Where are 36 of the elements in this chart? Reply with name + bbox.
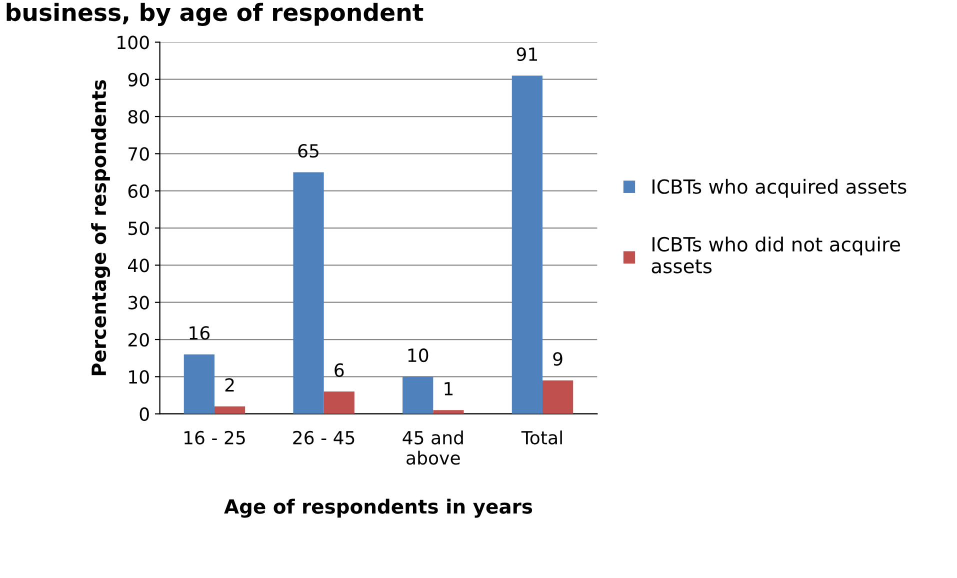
y-tick-label: 40 bbox=[128, 258, 149, 272]
y-tick-label: 50 bbox=[128, 221, 149, 236]
data-label: 6 bbox=[334, 363, 344, 377]
y-tick-label: 100 bbox=[118, 36, 149, 50]
data-label: 9 bbox=[553, 352, 562, 366]
y-tick-label: 10 bbox=[129, 370, 149, 384]
y-tick-label: 80 bbox=[128, 110, 149, 124]
y-tick-label: 0 bbox=[140, 407, 149, 421]
bar bbox=[184, 354, 214, 414]
data-label: 10 bbox=[408, 348, 428, 362]
data-label: 91 bbox=[516, 47, 538, 62]
y-tick-label: 90 bbox=[128, 72, 149, 86]
bar bbox=[324, 392, 354, 414]
bar bbox=[293, 172, 324, 414]
data-label: 1 bbox=[444, 382, 453, 396]
legend-label: ICBTs who did not acquire assets bbox=[652, 236, 900, 274]
legend-label: ICBTs who acquired assets bbox=[652, 178, 906, 198]
bar bbox=[512, 76, 542, 414]
y-tick-label: 20 bbox=[128, 332, 149, 347]
bar bbox=[214, 406, 246, 414]
x-axis-title: Age of respondents in years bbox=[224, 498, 532, 518]
bar bbox=[433, 410, 464, 414]
x-tick-label: 45 and above bbox=[402, 430, 463, 465]
y-tick-label: 60 bbox=[128, 184, 149, 198]
x-tick-label: 16 - 25 bbox=[184, 430, 245, 444]
x-tick-label: Total bbox=[521, 430, 562, 444]
bar bbox=[542, 380, 574, 414]
data-label: 2 bbox=[225, 378, 234, 392]
chart-title: business, by age of respondent bbox=[6, 2, 424, 26]
y-tick-label: 30 bbox=[128, 296, 149, 310]
x-tick-label: 26 - 45 bbox=[293, 430, 354, 444]
data-label: 16 bbox=[190, 326, 210, 340]
data-label: 65 bbox=[298, 144, 318, 158]
bar bbox=[402, 376, 434, 414]
y-axis-title: Percentage of respondents bbox=[91, 80, 110, 376]
y-tick-label: 70 bbox=[128, 147, 149, 161]
